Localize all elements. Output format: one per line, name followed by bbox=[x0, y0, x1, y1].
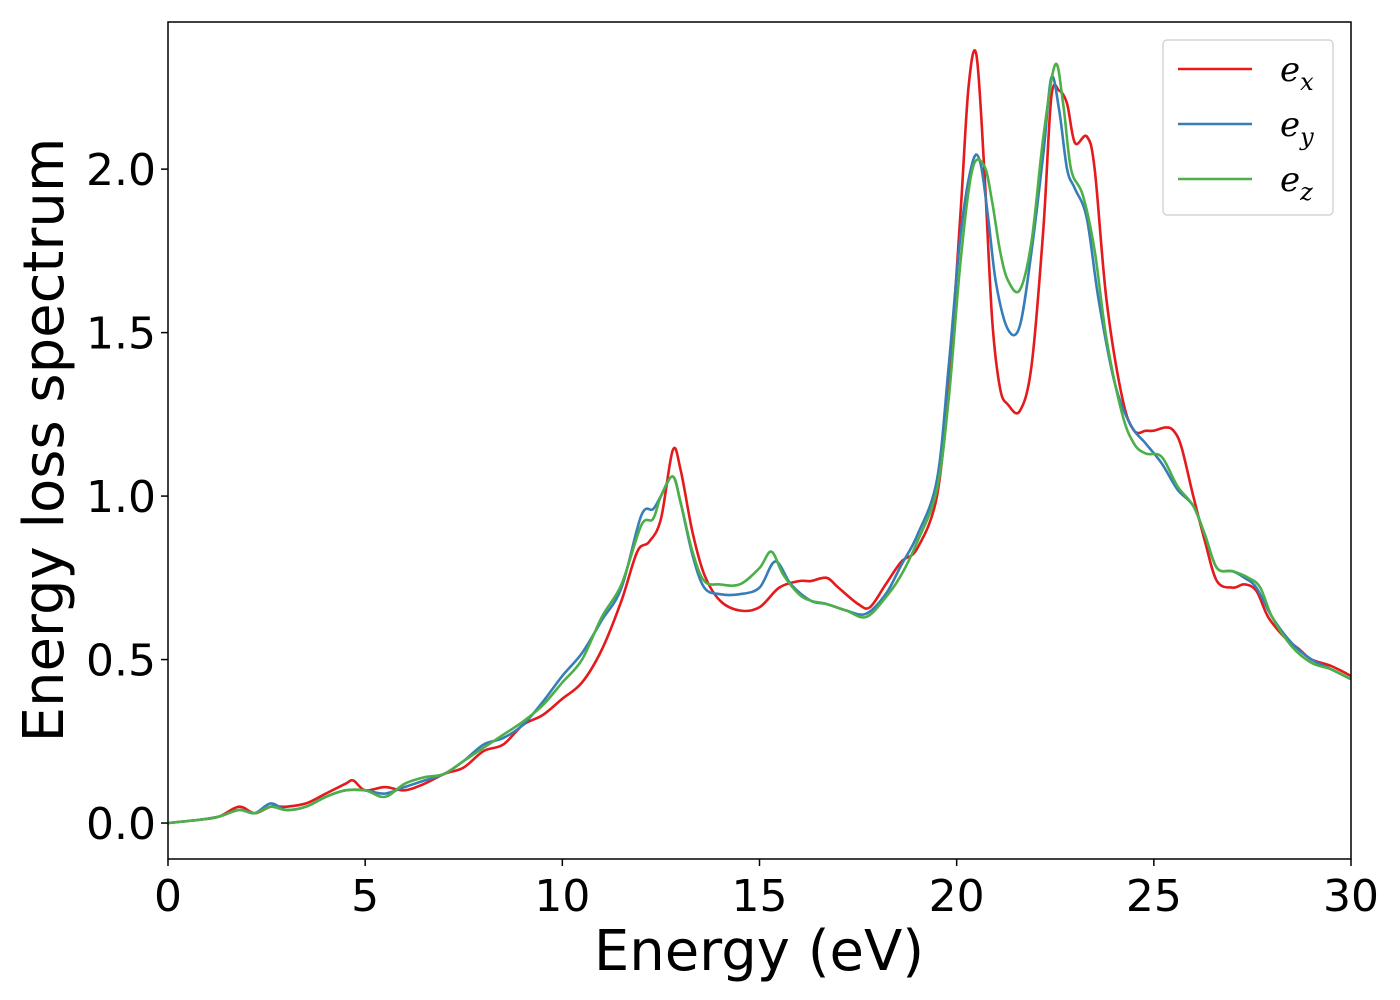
y-tick-label: 2.0 bbox=[86, 145, 156, 196]
x-tick-label: 10 bbox=[534, 871, 590, 922]
x-axis-label: Energy (eV) bbox=[594, 919, 924, 984]
x-axis-ticks: 0 5 10 15 20 25 30 bbox=[154, 859, 1379, 922]
x-tick-label: 25 bbox=[1126, 871, 1182, 922]
legend-label-z: ez bbox=[1280, 160, 1313, 206]
series-line-z bbox=[168, 62, 1351, 825]
x-tick-label: 20 bbox=[929, 871, 985, 922]
legend-label-y: ey bbox=[1280, 105, 1314, 151]
x-tick-label: 5 bbox=[351, 871, 379, 922]
series-line-x bbox=[168, 49, 1351, 825]
legend-label-subscript: z bbox=[1299, 178, 1313, 206]
y-tick-label: 0.5 bbox=[86, 636, 156, 687]
x-tick-label: 15 bbox=[732, 871, 788, 922]
y-tick-label: 0.0 bbox=[86, 799, 156, 850]
legend-label-base: e bbox=[1280, 160, 1300, 200]
legend-label-subscript: y bbox=[1299, 123, 1314, 151]
x-tick-label: 0 bbox=[154, 871, 182, 922]
legend-label-x: ex bbox=[1280, 50, 1314, 96]
plot-background bbox=[168, 22, 1351, 859]
x-tick-label: 30 bbox=[1323, 871, 1379, 922]
y-tick-label: 1.0 bbox=[86, 472, 156, 523]
legend-label-subscript: x bbox=[1300, 68, 1314, 96]
y-tick-label: 1.5 bbox=[86, 309, 156, 360]
y-axis-label: Energy loss spectrum bbox=[12, 138, 77, 743]
legend-label-base: e bbox=[1280, 50, 1300, 90]
legend-box bbox=[1162, 39, 1334, 216]
y-axis-ticks: 0.0 0.5 1.0 1.5 2.0 bbox=[86, 145, 168, 850]
legend-label-base: e bbox=[1280, 105, 1300, 145]
series-group bbox=[168, 49, 1351, 825]
